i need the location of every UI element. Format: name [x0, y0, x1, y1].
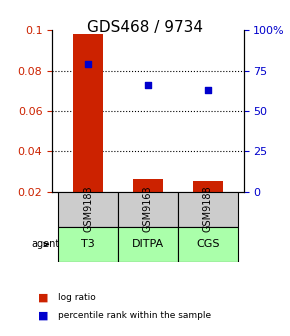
Text: GDS468 / 9734: GDS468 / 9734 [87, 20, 203, 35]
Text: ■: ■ [38, 292, 48, 302]
Text: percentile rank within the sample: percentile rank within the sample [58, 311, 211, 320]
Point [86, 61, 90, 67]
FancyBboxPatch shape [118, 192, 178, 227]
FancyBboxPatch shape [178, 227, 238, 262]
Text: agent: agent [31, 240, 59, 249]
FancyBboxPatch shape [58, 192, 118, 227]
Text: ■: ■ [38, 311, 48, 321]
FancyBboxPatch shape [118, 227, 178, 262]
Text: DITPA: DITPA [132, 240, 164, 249]
Bar [73, 34, 103, 192]
Text: GSM9183: GSM9183 [83, 186, 93, 233]
Bar [193, 181, 223, 192]
Text: T3: T3 [81, 240, 95, 249]
Text: GSM9188: GSM9188 [203, 186, 213, 233]
Text: CGS: CGS [196, 240, 220, 249]
FancyBboxPatch shape [58, 227, 118, 262]
Text: log ratio: log ratio [58, 293, 96, 302]
FancyBboxPatch shape [178, 192, 238, 227]
Point [205, 87, 210, 93]
Text: GSM9163: GSM9163 [143, 186, 153, 233]
Bar [133, 179, 163, 192]
Point [146, 82, 150, 88]
